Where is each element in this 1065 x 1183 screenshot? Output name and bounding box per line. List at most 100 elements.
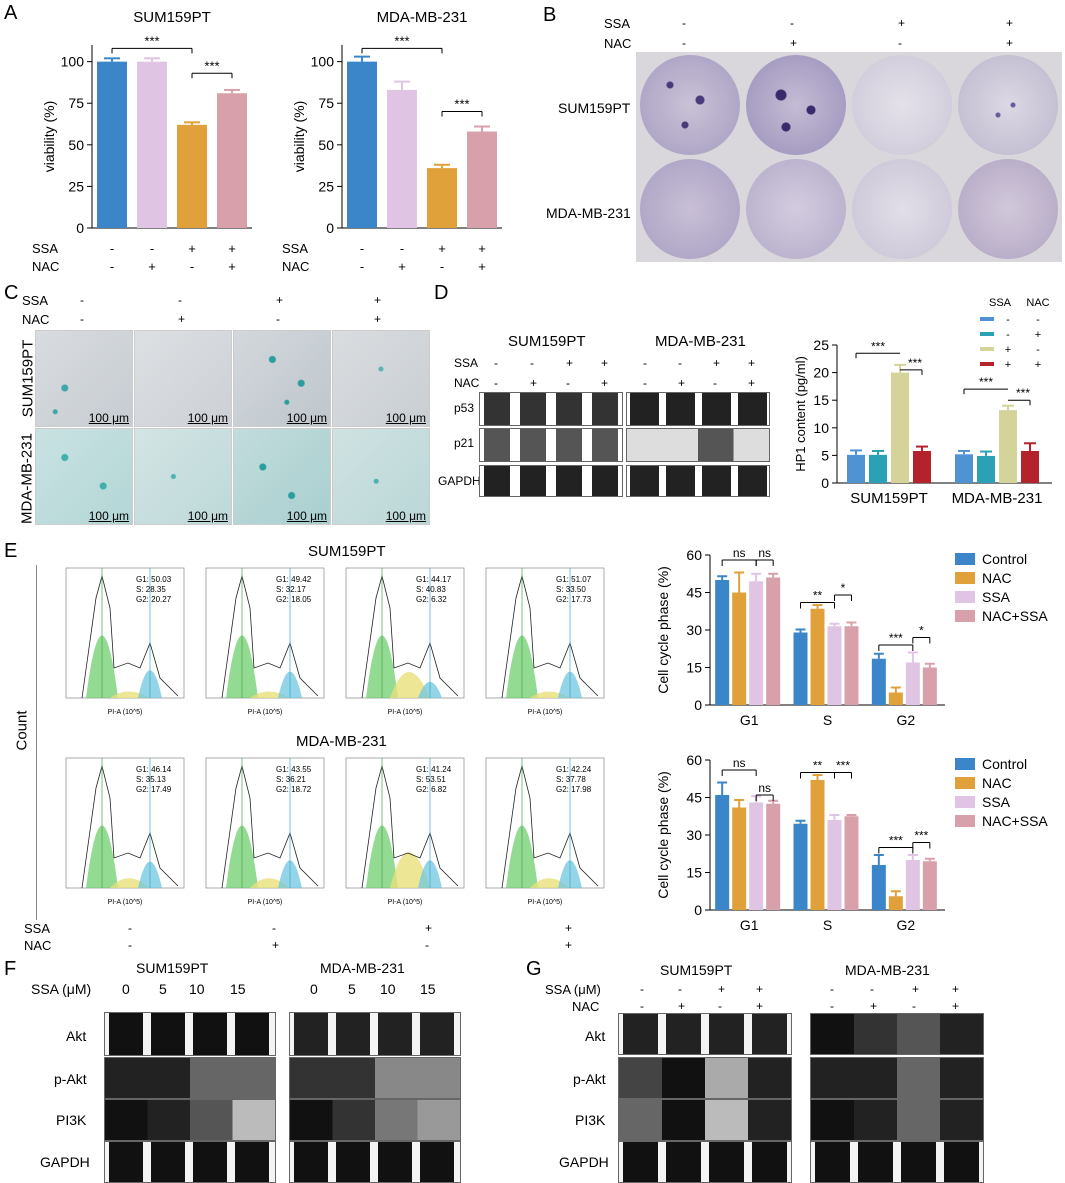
histogram-frame [485,567,605,699]
histogram-stat: G2: 6.32 [416,595,447,604]
c-nac-sign-4: + [374,312,382,326]
scale-bar: 100 μm [286,411,327,425]
bar [871,658,886,705]
x-tick-label: G2 [896,917,915,933]
histogram-frame [205,567,325,699]
sig-label: *** [908,356,922,370]
sig-label: *** [144,33,159,48]
bar [888,896,903,910]
nac-sign: + [398,259,406,274]
d-protein-p21: p21 [454,436,475,450]
d-nac-sign: + [530,376,538,390]
histogram-stat: S: 36.21 [276,775,306,784]
y-tick-label: 15 [813,392,829,408]
colony-dish [746,55,846,155]
g-nac-sign: - [640,999,644,1013]
bar [827,820,842,910]
legend-swatch [955,572,975,584]
x-tick-label: G1 [740,712,759,728]
c-ssa-sign-2: - [178,293,182,307]
histogram-stat: G1: 44.17 [416,575,452,584]
blot-band [104,1057,276,1099]
sig-label: *** [454,97,469,112]
sig-label: ns [733,756,746,770]
d-nac-label: NAC [454,376,480,390]
x-tick-label: S [823,917,832,933]
y-tick-label: 75 [318,95,334,111]
c-ssa-sign-1: - [80,293,84,307]
c-nac-sign-2: + [178,312,186,326]
histogram-trace [81,574,179,699]
nac-sign: - [360,259,364,274]
legend-swatch [980,362,994,366]
histogram-x-label: PI-A (10^5) [528,709,563,716]
blot-band [104,1141,276,1183]
blot-band [626,392,770,426]
micro-image: 100 μm [134,330,232,427]
panel-label-b: B [543,4,557,26]
e-ssa-sign: + [565,921,573,935]
legend-label: Control [982,551,1027,567]
colony-dish [958,159,1058,259]
d-ssa-sign: + [713,356,721,370]
blot-band [289,1012,461,1056]
d-ssa-sign: - [530,356,534,370]
c-row-label-sum159pt: SUM159PT [19,339,37,418]
legend-swatch [955,796,975,808]
bar [467,131,497,228]
legend-label: SSA [982,794,1011,810]
d-protein-p53: p53 [454,401,475,415]
blot-band [626,428,770,462]
sig-label: ** [813,589,823,603]
y-tick-label: 10 [813,420,829,436]
b-ssa-sign-2: - [790,16,794,30]
histogram-trace [501,764,599,889]
f-cell-line-mda-mb-231: MDA-MB-231 [320,960,405,976]
nac-label: NAC [32,259,59,274]
y-tick-label: 0 [694,697,702,713]
panel-label-g: G [526,958,542,980]
d-cell-line-sum159pt: SUM159PT [508,333,586,350]
b-ssa-sign-3: + [898,16,906,30]
bar [827,626,842,705]
nac-label: NAC [282,259,309,274]
histogram-stat: S: 37.78 [556,775,586,784]
nac-sign: - [440,259,444,274]
histogram-trace [221,764,319,889]
y-tick-label: 15 [686,865,702,881]
f-protein-pi3k: PI3K [56,1112,87,1128]
blot-band [479,428,623,462]
blot-band [618,1141,792,1183]
blot-band [810,1057,984,1099]
x-tick-label: S [823,712,832,728]
c-ssa-label: SSA [22,293,49,308]
bar [793,823,808,910]
bar [999,410,1017,483]
f-cell-line-sum159pt: SUM159PT [136,960,209,976]
b-nac-sign-1: - [682,36,686,50]
d-ssa-sign: - [678,356,682,370]
micro-image: 100 μm [35,330,133,427]
bar [922,667,937,705]
bar [871,865,886,910]
f-protein-akt: Akt [66,1028,87,1044]
sig-label: * [841,581,846,595]
f-dose: 0 [310,981,318,997]
legend-swatch [955,815,975,827]
b-ssa-sign-4: + [1006,16,1014,30]
bar [847,454,865,483]
histogram-x-label: PI-A (10^5) [248,899,283,906]
senescence-image-grid: 100 μm 100 μm 100 μm 100 μm 100 μm 100 μ… [35,330,431,525]
histogram-stat: S: 35.13 [136,775,166,784]
e-title-sum159pt: SUM159PT [308,543,386,560]
panel-label-a: A [4,2,18,24]
sig-label: *** [871,339,885,353]
y-axis-label: Cell cycle phase (%) [655,566,671,694]
legend-header: NAC [1026,297,1049,309]
x-tick-label: G1 [740,917,759,933]
d-ssa-sign: - [494,356,498,370]
f-dose: 5 [159,981,167,997]
sig-label: *** [204,58,219,73]
g-protein-p-akt: p-Akt [573,1071,606,1087]
